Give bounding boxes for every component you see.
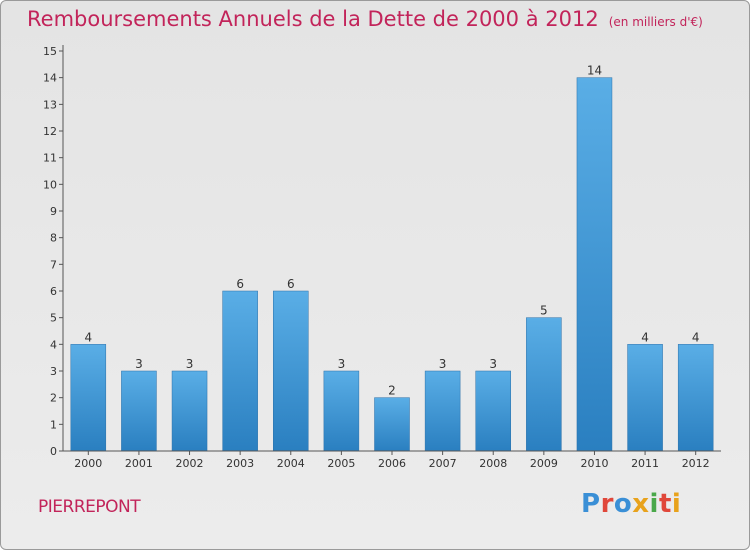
data-label-2010: 14 <box>587 64 602 78</box>
chart-title-text: Remboursements Annuels de la Dette de 20… <box>27 7 599 31</box>
logo-letter: i <box>649 489 659 519</box>
x-tick-label-2009: 2009 <box>530 457 558 470</box>
x-axis: 2000 2001 2002 2003 2004 2005 2006 2007 2008 2009… <box>63 450 721 470</box>
data-label-2007: 3 <box>439 357 447 371</box>
x-tick-label-2006: 2006 <box>378 457 406 470</box>
data-label-2008: 3 <box>489 357 497 371</box>
y-tick-label: 8 <box>50 232 57 245</box>
x-tick-label-2000: 2000 <box>74 457 102 470</box>
x-tick-label-2007: 2007 <box>429 457 457 470</box>
bar-2004 <box>273 290 309 452</box>
commune-name: PIERREPONT <box>38 497 141 517</box>
data-label-2009: 5 <box>540 304 548 318</box>
y-tick-label: 14 <box>43 72 57 85</box>
data-label-2002: 3 <box>186 357 194 371</box>
bar-2012 <box>677 344 714 452</box>
y-tick-label: 12 <box>43 125 57 138</box>
data-label-2005: 3 <box>338 357 346 371</box>
y-tick-label: 9 <box>50 205 57 218</box>
x-tick-label-2005: 2005 <box>327 457 355 470</box>
bar-2008 <box>475 370 511 452</box>
y-tick-label: 4 <box>50 338 57 351</box>
data-label-2004: 6 <box>287 277 295 291</box>
data-label-2000: 4 <box>84 330 92 344</box>
bar-2011 <box>627 344 663 452</box>
logo-letter: x <box>632 489 650 519</box>
bar-2005 <box>323 370 360 452</box>
y-tick-label: 3 <box>50 365 57 378</box>
y-tick-label: 2 <box>50 392 57 405</box>
y-tick-label: 7 <box>50 258 57 271</box>
y-tick-label: 6 <box>50 285 57 298</box>
proxiti-logo: Proxiti <box>581 489 681 519</box>
bar-2009 <box>526 317 562 452</box>
data-label-2003: 6 <box>236 277 244 291</box>
x-tick-label-2001: 2001 <box>125 457 153 470</box>
x-tick-label-2010: 2010 <box>580 457 608 470</box>
bars: 4 3 3 6 6 3 2 3 3 5 14 4 4 <box>70 64 714 452</box>
x-tick-label-2011: 2011 <box>631 457 659 470</box>
bar-2010 <box>576 77 613 452</box>
bar-2003 <box>222 290 258 452</box>
y-tick-label: 0 <box>50 445 57 458</box>
logo-letter: P <box>581 489 601 519</box>
x-tick-label-2012: 2012 <box>682 457 710 470</box>
logo-letter: t <box>658 489 672 519</box>
bar-2000 <box>70 344 107 452</box>
logo-letter: o <box>613 489 633 519</box>
y-tick-label: 5 <box>50 312 57 325</box>
bar-2002 <box>171 370 208 452</box>
logo-letter: i <box>671 489 682 519</box>
logo-letter: r <box>600 489 614 519</box>
y-tick-label: 13 <box>43 98 57 111</box>
y-tick-label: 1 <box>50 418 57 431</box>
y-tick-label: 15 <box>43 45 57 58</box>
data-label-2001: 3 <box>135 357 143 371</box>
x-tick-label-2004: 2004 <box>277 457 305 470</box>
bar-2006 <box>374 397 410 452</box>
chart-unit: (en milliers d'€) <box>608 15 703 29</box>
x-tick-label-2003: 2003 <box>226 457 254 470</box>
y-tick-label: 10 <box>43 178 57 191</box>
bar-2007 <box>424 370 461 452</box>
data-label-2012: 4 <box>692 330 700 344</box>
data-label-2011: 4 <box>641 330 649 344</box>
data-label-2006: 2 <box>388 384 396 398</box>
chart-title: Remboursements Annuels de la Dette de 20… <box>27 7 703 31</box>
bar-2001 <box>121 370 157 452</box>
y-tick-label: 11 <box>43 152 57 165</box>
x-tick-label-2008: 2008 <box>479 457 507 470</box>
x-tick-label-2002: 2002 <box>176 457 204 470</box>
